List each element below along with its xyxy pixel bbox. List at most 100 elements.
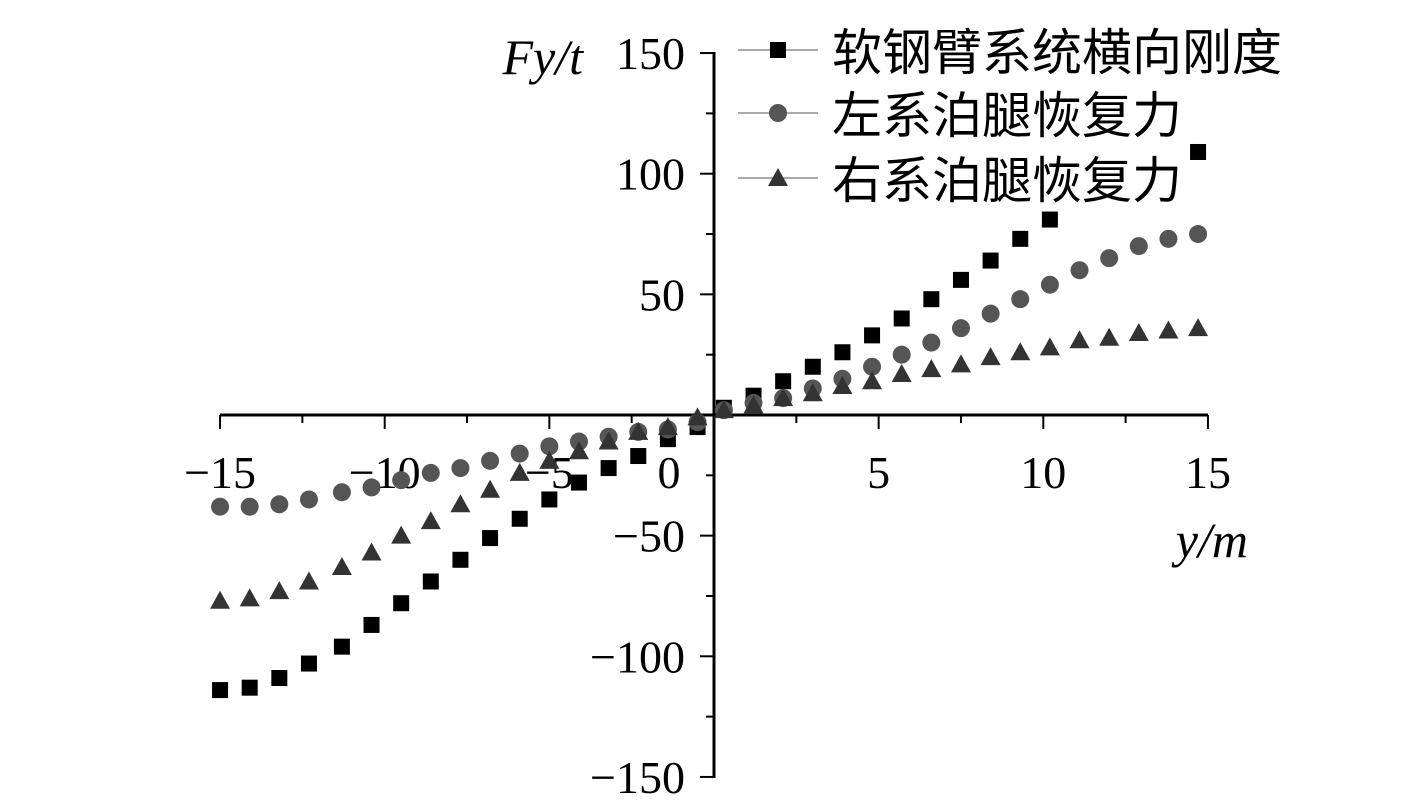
data-point-triangle bbox=[921, 359, 942, 378]
data-point-triangle bbox=[832, 376, 853, 395]
data-point-square bbox=[1041, 211, 1058, 228]
data-point-circle bbox=[332, 483, 351, 502]
data-point-triangle bbox=[598, 431, 619, 450]
data-point-triangle bbox=[298, 571, 319, 590]
data-point-square bbox=[630, 448, 647, 465]
data-point-triangle bbox=[802, 383, 823, 402]
data-point-square bbox=[893, 310, 910, 327]
data-point-circle bbox=[211, 497, 230, 516]
data-point-square bbox=[775, 373, 792, 390]
data-point-square bbox=[923, 291, 940, 308]
data-point-circle bbox=[892, 345, 911, 364]
data-point-square bbox=[570, 474, 587, 491]
data-point-triangle bbox=[1010, 342, 1031, 361]
data-point-triangle bbox=[539, 450, 560, 469]
data-point-triangle bbox=[1069, 330, 1090, 349]
data-point-triangle bbox=[361, 542, 382, 561]
data-point-square bbox=[271, 670, 288, 687]
data-point-triangle bbox=[743, 395, 764, 414]
data-point-square bbox=[363, 616, 380, 633]
data-point-triangle bbox=[628, 421, 649, 440]
data-point-triangle bbox=[657, 417, 678, 436]
y-tick-label: −150 bbox=[590, 752, 685, 803]
data-point-triangle bbox=[509, 462, 530, 481]
data-point-square bbox=[1190, 143, 1207, 160]
data-point-triangle bbox=[950, 354, 971, 373]
data-point-square bbox=[333, 638, 350, 655]
data-point-triangle bbox=[1128, 322, 1149, 341]
data-point-square bbox=[834, 344, 851, 361]
y-tick-label: −50 bbox=[613, 511, 685, 562]
data-point-circle bbox=[240, 497, 259, 516]
data-point-circle bbox=[270, 495, 289, 514]
data-point-square bbox=[393, 595, 410, 612]
legend-entry-0: 软钢臂系统横向刚度 bbox=[738, 25, 1282, 81]
data-point-square bbox=[300, 655, 317, 672]
x-tick-label: 10 bbox=[1020, 447, 1066, 498]
data-point-square bbox=[241, 679, 258, 696]
data-point-triangle bbox=[713, 400, 734, 419]
data-point-square bbox=[541, 491, 558, 508]
x-tick-label: 0 bbox=[658, 447, 681, 498]
data-point-triangle bbox=[450, 494, 471, 513]
data-point-triangle bbox=[891, 363, 912, 382]
data-point-triangle bbox=[1099, 327, 1120, 346]
legend-marker-0 bbox=[770, 42, 786, 58]
series-0 bbox=[212, 143, 1207, 699]
legend-marker-2 bbox=[768, 168, 788, 186]
legend-label-2: 右系泊腿恢复力 bbox=[832, 153, 1182, 209]
data-point-circle bbox=[540, 437, 559, 456]
data-point-triangle bbox=[862, 371, 883, 390]
legend: 软钢臂系统横向刚度 左系泊腿恢复力 右系泊腿恢复力 bbox=[738, 25, 1282, 209]
data-point-circle bbox=[1129, 237, 1148, 256]
data-point-square bbox=[482, 530, 499, 547]
data-point-triangle bbox=[210, 590, 231, 609]
data-point-circle bbox=[1040, 275, 1059, 294]
data-point-square bbox=[452, 551, 469, 568]
data-point-triangle bbox=[687, 407, 708, 426]
y-tick-label: 150 bbox=[616, 28, 685, 79]
data-point-circle bbox=[981, 304, 1000, 323]
data-point-circle bbox=[421, 463, 440, 482]
legend-label-0: 软钢臂系统横向刚度 bbox=[832, 25, 1282, 81]
x-tick-label: −10 bbox=[349, 447, 421, 498]
y-tick-label: −100 bbox=[590, 631, 685, 682]
data-point-circle bbox=[481, 451, 500, 470]
x-axis-title: y/m bbox=[1171, 512, 1248, 568]
data-point-circle bbox=[451, 459, 470, 478]
x-tick-label: −15 bbox=[184, 447, 256, 498]
data-point-circle bbox=[1159, 229, 1178, 248]
data-point-circle bbox=[510, 444, 529, 463]
legend-entry-1: 左系泊腿恢复力 bbox=[738, 88, 1182, 144]
data-point-triangle bbox=[480, 479, 501, 498]
data-point-square bbox=[1012, 230, 1029, 247]
data-point-triangle bbox=[773, 388, 794, 407]
data-point-triangle bbox=[980, 347, 1001, 366]
series-2 bbox=[210, 318, 1209, 609]
data-point-circle bbox=[1189, 225, 1208, 244]
data-point-triangle bbox=[1188, 318, 1209, 337]
legend-entry-2: 右系泊腿恢复力 bbox=[738, 153, 1182, 209]
data-point-triangle bbox=[239, 588, 260, 607]
data-point-triangle bbox=[568, 441, 589, 460]
data-point-triangle bbox=[420, 511, 441, 530]
data-point-square bbox=[864, 327, 881, 344]
data-point-circle bbox=[951, 319, 970, 338]
data-point-square bbox=[511, 510, 528, 527]
data-point-square bbox=[982, 252, 999, 269]
x-tick-label: 5 bbox=[867, 447, 890, 498]
tick-marks bbox=[219, 52, 1209, 778]
data-point-circle bbox=[922, 333, 941, 352]
series-layer bbox=[210, 143, 1209, 699]
data-point-circle bbox=[392, 471, 411, 490]
data-point-square bbox=[804, 358, 821, 375]
data-point-circle bbox=[1100, 249, 1119, 268]
data-point-square bbox=[212, 682, 229, 699]
data-point-circle bbox=[362, 478, 381, 497]
legend-label-1: 左系泊腿恢复力 bbox=[832, 88, 1182, 144]
data-point-triangle bbox=[391, 525, 412, 544]
data-point-triangle bbox=[269, 581, 290, 600]
data-point-triangle bbox=[1039, 337, 1060, 356]
data-point-triangle bbox=[331, 557, 352, 576]
